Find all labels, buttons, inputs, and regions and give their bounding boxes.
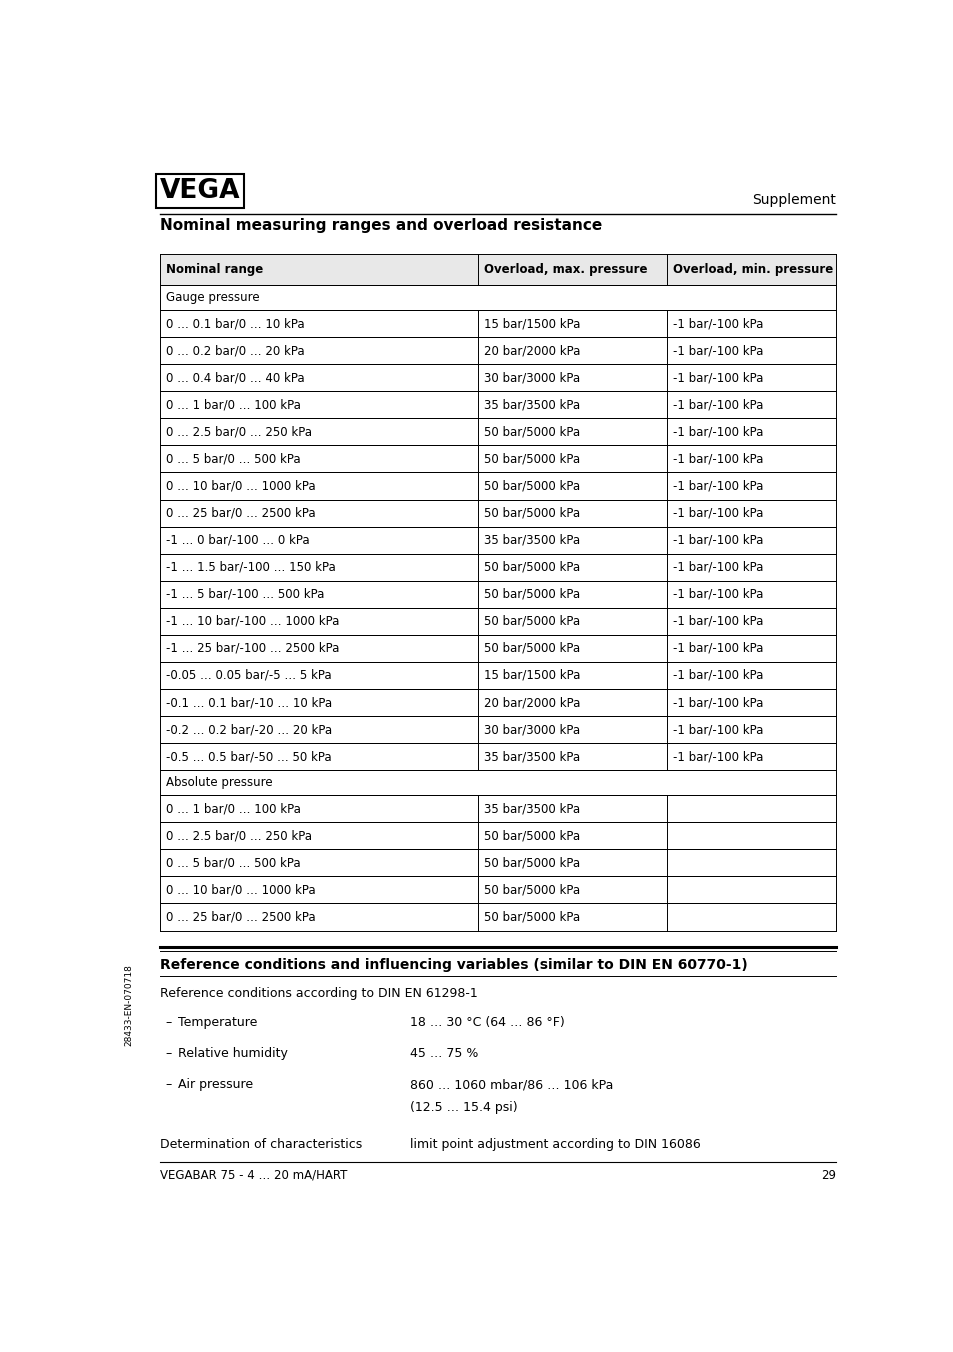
Text: 50 bar/5000 kPa: 50 bar/5000 kPa [483,642,579,654]
Text: 50 bar/5000 kPa: 50 bar/5000 kPa [483,910,579,923]
Text: Gauge pressure: Gauge pressure [166,291,259,304]
Text: -0.1 … 0.1 bar/-10 … 10 kPa: -0.1 … 0.1 bar/-10 … 10 kPa [166,696,332,708]
Text: -1 bar/-100 kPa: -1 bar/-100 kPa [673,696,762,708]
Text: 50 bar/5000 kPa: 50 bar/5000 kPa [483,507,579,519]
Text: 50 bar/5000 kPa: 50 bar/5000 kPa [483,883,579,896]
Text: -0.2 … 0.2 bar/-20 … 20 kPa: -0.2 … 0.2 bar/-20 … 20 kPa [166,723,332,735]
Text: 50 bar/5000 kPa: 50 bar/5000 kPa [483,829,579,842]
Text: -1 bar/-100 kPa: -1 bar/-100 kPa [673,399,762,411]
Bar [477,254,666,285]
Text: -1 bar/-100 kPa: -1 bar/-100 kPa [673,642,762,654]
Text: 30 bar/3000 kPa: 30 bar/3000 kPa [483,723,579,735]
Text: Reference conditions and influencing variables (similar to DIN EN 60770-1): Reference conditions and influencing var… [160,957,747,972]
Text: -0.05 … 0.05 bar/-5 … 5 kPa: -0.05 … 0.05 bar/-5 … 5 kPa [166,669,331,681]
Text: 0 … 0.2 bar/0 … 20 kPa: 0 … 0.2 bar/0 … 20 kPa [166,345,304,357]
Text: -1 bar/-100 kPa: -1 bar/-100 kPa [673,750,762,763]
Text: Determination of characteristics: Determination of characteristics [160,1137,362,1151]
Text: 0 … 0.4 bar/0 … 40 kPa: 0 … 0.4 bar/0 … 40 kPa [166,372,304,384]
Text: 0 … 2.5 bar/0 … 250 kPa: 0 … 2.5 bar/0 … 250 kPa [166,426,312,438]
Text: -1 bar/-100 kPa: -1 bar/-100 kPa [673,426,762,438]
Text: 0 … 0.1 bar/0 … 10 kPa: 0 … 0.1 bar/0 … 10 kPa [166,318,304,330]
Text: 15 bar/1500 kPa: 15 bar/1500 kPa [483,669,579,681]
Text: 20 bar/2000 kPa: 20 bar/2000 kPa [483,345,579,357]
Text: Temperature: Temperature [177,1015,256,1029]
Text: 50 bar/5000 kPa: 50 bar/5000 kPa [483,856,579,869]
Text: 45 … 75 %: 45 … 75 % [410,1048,478,1060]
Text: Overload, max. pressure: Overload, max. pressure [483,264,646,276]
Text: -1 bar/-100 kPa: -1 bar/-100 kPa [673,561,762,573]
Text: 20 bar/2000 kPa: 20 bar/2000 kPa [483,696,579,708]
Text: 0 … 25 bar/0 … 2500 kPa: 0 … 25 bar/0 … 2500 kPa [166,910,315,923]
Text: 0 … 2.5 bar/0 … 250 kPa: 0 … 2.5 bar/0 … 250 kPa [166,829,312,842]
Text: 35 bar/3500 kPa: 35 bar/3500 kPa [483,534,579,546]
Text: -1 bar/-100 kPa: -1 bar/-100 kPa [673,345,762,357]
Text: 35 bar/3500 kPa: 35 bar/3500 kPa [483,750,579,763]
Text: -1 bar/-100 kPa: -1 bar/-100 kPa [673,723,762,735]
Text: -0.5 … 0.5 bar/-50 … 50 kPa: -0.5 … 0.5 bar/-50 … 50 kPa [166,750,331,763]
Text: 0 … 5 bar/0 … 500 kPa: 0 … 5 bar/0 … 500 kPa [166,856,300,869]
Text: 35 bar/3500 kPa: 35 bar/3500 kPa [483,802,579,815]
Text: VEGABAR 75 - 4 … 20 mA/HART: VEGABAR 75 - 4 … 20 mA/HART [160,1169,347,1182]
Text: 50 bar/5000 kPa: 50 bar/5000 kPa [483,453,579,465]
Text: 0 … 25 bar/0 … 2500 kPa: 0 … 25 bar/0 … 2500 kPa [166,507,315,519]
Bar [160,254,477,285]
Text: -1 bar/-100 kPa: -1 bar/-100 kPa [673,507,762,519]
Text: 0 … 10 bar/0 … 1000 kPa: 0 … 10 bar/0 … 1000 kPa [166,883,315,896]
Text: -1 bar/-100 kPa: -1 bar/-100 kPa [673,453,762,465]
Text: -1 bar/-100 kPa: -1 bar/-100 kPa [673,480,762,492]
Text: 50 bar/5000 kPa: 50 bar/5000 kPa [483,588,579,600]
Text: 35 bar/3500 kPa: 35 bar/3500 kPa [483,399,579,411]
Text: 50 bar/5000 kPa: 50 bar/5000 kPa [483,561,579,573]
Text: -1 … 5 bar/-100 … 500 kPa: -1 … 5 bar/-100 … 500 kPa [166,588,324,600]
Text: 30 bar/3000 kPa: 30 bar/3000 kPa [483,372,579,384]
Text: 15 bar/1500 kPa: 15 bar/1500 kPa [483,318,579,330]
Text: 50 bar/5000 kPa: 50 bar/5000 kPa [483,615,579,627]
Text: –: – [166,1048,172,1060]
Text: -1 bar/-100 kPa: -1 bar/-100 kPa [673,318,762,330]
Text: -1 bar/-100 kPa: -1 bar/-100 kPa [673,372,762,384]
Text: -1 … 25 bar/-100 … 2500 kPa: -1 … 25 bar/-100 … 2500 kPa [166,642,339,654]
Text: 18 … 30 °C (64 … 86 °F): 18 … 30 °C (64 … 86 °F) [410,1015,564,1029]
Text: -1 bar/-100 kPa: -1 bar/-100 kPa [673,534,762,546]
Text: 0 … 1 bar/0 … 100 kPa: 0 … 1 bar/0 … 100 kPa [166,802,300,815]
Text: -1 … 0 bar/-100 … 0 kPa: -1 … 0 bar/-100 … 0 kPa [166,534,309,546]
Text: 860 … 1060 mbar/86 … 106 kPa: 860 … 1060 mbar/86 … 106 kPa [410,1079,613,1091]
Text: -1 … 1.5 bar/-100 … 150 kPa: -1 … 1.5 bar/-100 … 150 kPa [166,561,335,573]
Text: 50 bar/5000 kPa: 50 bar/5000 kPa [483,480,579,492]
Text: –: – [166,1079,172,1091]
Text: Overload, min. pressure: Overload, min. pressure [673,264,833,276]
Text: -1 … 10 bar/-100 … 1000 kPa: -1 … 10 bar/-100 … 1000 kPa [166,615,339,627]
Text: 29: 29 [821,1169,836,1182]
Text: Air pressure: Air pressure [177,1079,253,1091]
Text: Supplement: Supplement [752,193,836,207]
Text: Nominal measuring ranges and overload resistance: Nominal measuring ranges and overload re… [160,218,601,233]
Text: Absolute pressure: Absolute pressure [166,776,273,790]
Text: -1 bar/-100 kPa: -1 bar/-100 kPa [673,615,762,627]
Text: Nominal range: Nominal range [166,264,263,276]
Text: Relative humidity: Relative humidity [177,1048,287,1060]
Text: 0 … 10 bar/0 … 1000 kPa: 0 … 10 bar/0 … 1000 kPa [166,480,315,492]
Text: Reference conditions according to DIN EN 61298-1: Reference conditions according to DIN EN… [160,987,477,999]
Text: –: – [166,1015,172,1029]
Text: (12.5 … 15.4 psi): (12.5 … 15.4 psi) [410,1102,517,1114]
Text: -1 bar/-100 kPa: -1 bar/-100 kPa [673,588,762,600]
Text: VEGA: VEGA [160,178,240,204]
Bar [666,254,836,285]
Text: 0 … 1 bar/0 … 100 kPa: 0 … 1 bar/0 … 100 kPa [166,399,300,411]
Text: 50 bar/5000 kPa: 50 bar/5000 kPa [483,426,579,438]
Text: limit point adjustment according to DIN 16086: limit point adjustment according to DIN … [410,1137,700,1151]
Text: -1 bar/-100 kPa: -1 bar/-100 kPa [673,669,762,681]
Text: 28433-EN-070718: 28433-EN-070718 [124,964,133,1046]
Text: 0 … 5 bar/0 … 500 kPa: 0 … 5 bar/0 … 500 kPa [166,453,300,465]
